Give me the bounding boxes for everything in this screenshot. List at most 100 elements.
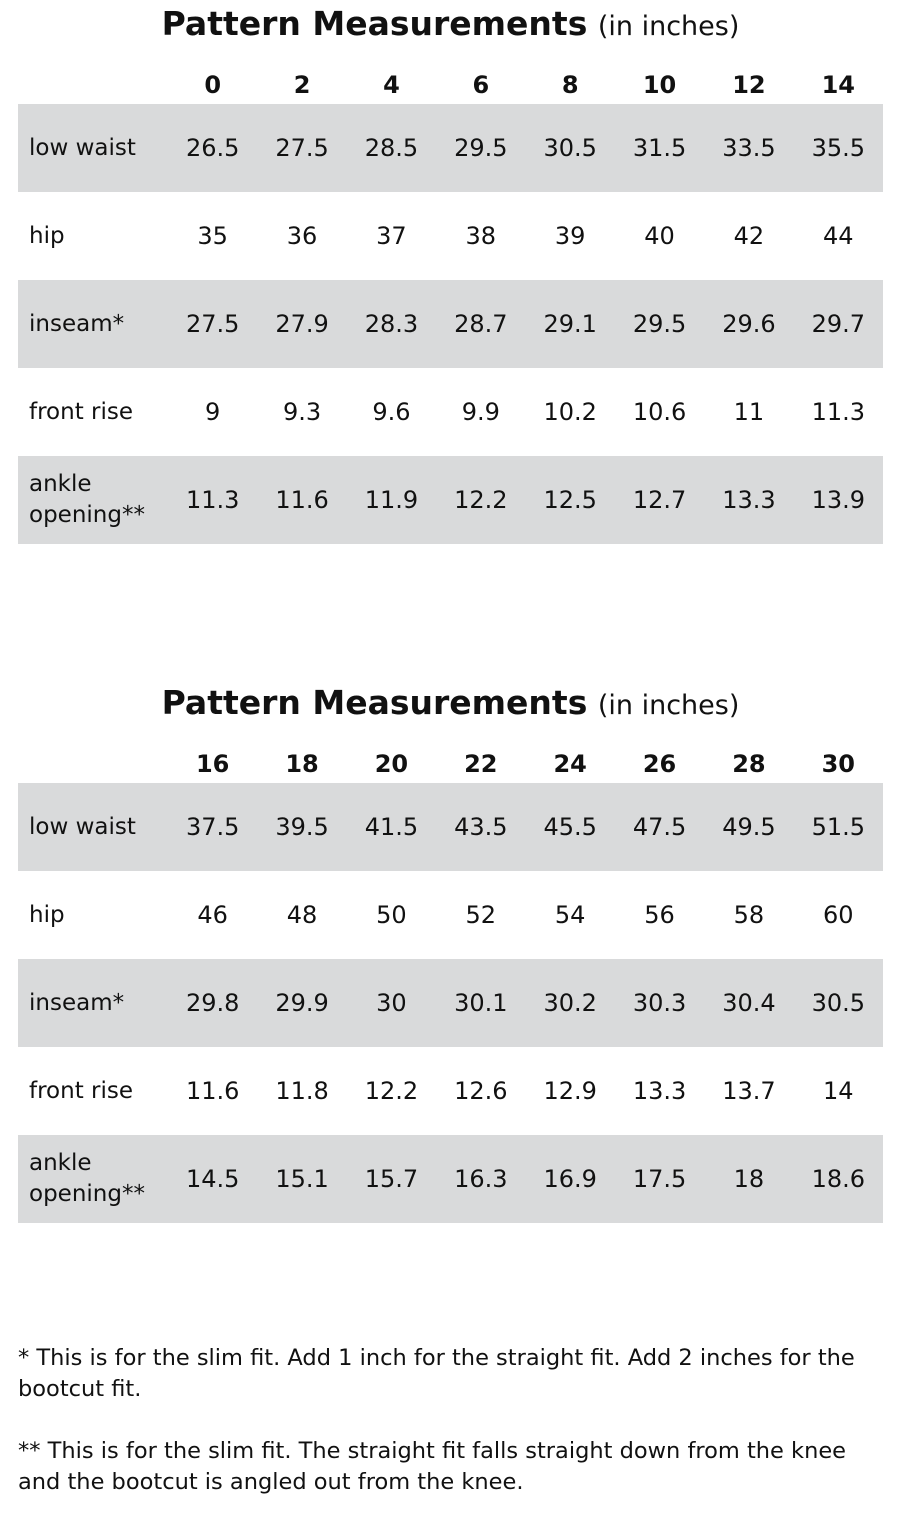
table-cell: 30.3 — [632, 989, 687, 1017]
row-label: hip — [29, 222, 65, 249]
table-cell: 10.2 — [543, 398, 597, 426]
table-cell: 9.3 — [282, 398, 322, 426]
table-title-unit: (in inches) — [597, 690, 740, 721]
size-header: 26 — [642, 750, 677, 778]
table-cell: 11.6 — [275, 486, 329, 514]
table-cell: 26.5 — [185, 134, 240, 162]
table-row-low-waist: low waist 26.5 27.5 28.5 29.5 30.5 31.5 … — [18, 104, 883, 192]
table-row-inseam: inseam* 27.5 27.9 28.3 28.7 29.1 29.5 29… — [18, 280, 883, 368]
row-label: ankle opening** — [18, 1148, 168, 1210]
size-header: 18 — [285, 750, 319, 778]
table-cell: 30 — [376, 989, 407, 1017]
row-label: inseam* — [29, 310, 125, 337]
table-cell: 12.2 — [454, 486, 508, 514]
table-cell: 29.8 — [185, 989, 240, 1017]
row-label-line: ankle — [29, 1150, 92, 1176]
table-cell: 27.9 — [275, 310, 329, 338]
table-cell: 29.9 — [275, 989, 329, 1017]
table-cell: 10.6 — [632, 398, 687, 426]
row-label: inseam* — [29, 989, 125, 1016]
size-header: 24 — [553, 750, 587, 778]
footnote-inseam: * This is for the slim fit. Add 1 inch f… — [18, 1345, 855, 1402]
table-cell: 11.8 — [275, 1077, 329, 1105]
table-row-inseam: inseam* 29.8 29.9 30 30.1 30.2 30.3 30.4… — [18, 959, 883, 1047]
row-label-line: opening** — [29, 1181, 145, 1207]
table-cell: 38 — [465, 222, 497, 250]
footnote-ankle-opening: ** This is for the slim fit. The straigh… — [18, 1438, 847, 1495]
table-cell: 44 — [823, 222, 854, 250]
row-label: ankle opening** — [18, 469, 168, 531]
measurement-rows: low waist 26.5 27.5 28.5 29.5 30.5 31.5 … — [18, 104, 883, 544]
table-cell: 29.5 — [632, 310, 687, 338]
table-cell: 29.7 — [811, 310, 866, 338]
table-cell: 17.5 — [632, 1165, 687, 1193]
table-row-ankle-opening: ankle opening** 11.3 11.6 11.9 12.2 12.5… — [18, 456, 883, 544]
table-row-front-rise: front rise 11.6 11.8 12.2 12.6 12.9 13.3… — [18, 1047, 883, 1135]
size-header-spacer — [18, 66, 168, 104]
table-cell: 9.6 — [372, 398, 411, 426]
size-header: 6 — [472, 71, 490, 99]
table-cell: 14.5 — [185, 1165, 240, 1193]
table-cell: 35.5 — [811, 134, 866, 162]
size-header: 0 — [204, 71, 222, 99]
size-header: 8 — [561, 71, 579, 99]
table-cell: 46 — [197, 901, 228, 929]
table-cell: 9.9 — [461, 398, 500, 426]
table-cell: 30.5 — [543, 134, 597, 162]
table-cell: 60 — [823, 901, 854, 929]
size-header: 4 — [383, 71, 400, 99]
table-cell: 27.5 — [275, 134, 329, 162]
table-cell: 12.7 — [632, 486, 687, 514]
measurement-rows: low waist 37.5 39.5 41.5 43.5 45.5 47.5 … — [18, 783, 883, 1223]
size-header: 22 — [464, 750, 498, 778]
table-row-front-rise: front rise 9 9.3 9.6 9.9 10.2 10.6 11 11… — [18, 368, 883, 456]
table-cell: 18 — [733, 1165, 765, 1193]
table-cell: 15.7 — [364, 1165, 419, 1193]
table-cell: 13.9 — [811, 486, 866, 514]
table-cell: 15.1 — [275, 1165, 329, 1193]
table-cell: 12.5 — [543, 486, 597, 514]
table-cell: 39 — [554, 222, 586, 250]
table-cell: 51.5 — [811, 813, 866, 841]
table-cell: 27.5 — [185, 310, 240, 338]
table-cell: 31.5 — [632, 134, 687, 162]
table-cell: 13.7 — [722, 1077, 776, 1105]
row-label-line: ankle — [29, 471, 92, 497]
table-cell: 47.5 — [632, 813, 687, 841]
row-label: low waist — [29, 813, 136, 840]
table-title-main: Pattern Measurements — [161, 4, 588, 43]
table-cell: 12.9 — [543, 1077, 597, 1105]
table-cell: 29.5 — [454, 134, 508, 162]
row-label: front rise — [29, 1077, 134, 1104]
table-title-main: Pattern Measurements — [161, 683, 588, 722]
footnotes: * This is for the slim fit. Add 1 inch f… — [18, 1343, 888, 1529]
row-label: hip — [29, 901, 65, 928]
size-header: 20 — [374, 750, 409, 778]
table-cell: 11.6 — [185, 1077, 240, 1105]
table-cell: 36 — [286, 222, 318, 250]
table-cell: 49.5 — [722, 813, 776, 841]
table-cell: 14 — [823, 1077, 854, 1105]
row-label-line: opening** — [29, 502, 145, 528]
table-cell: 11.9 — [364, 486, 419, 514]
size-header: 2 — [293, 71, 311, 99]
table-cell: 11.3 — [811, 398, 866, 426]
row-label: front rise — [29, 398, 134, 425]
table-cell: 39.5 — [275, 813, 329, 841]
size-header: 30 — [821, 750, 856, 778]
table-row-hip: hip 46 48 50 52 54 56 58 60 — [18, 871, 883, 959]
size-header-row: 0 2 4 6 8 10 12 14 — [18, 66, 883, 104]
size-header: 16 — [195, 750, 230, 778]
table-cell: 41.5 — [364, 813, 419, 841]
table-cell: 33.5 — [722, 134, 776, 162]
table-cell: 28.7 — [454, 310, 508, 338]
table-cell: 30.4 — [722, 989, 776, 1017]
table-cell: 13.3 — [632, 1077, 687, 1105]
table-row-ankle-opening: ankle opening** 14.5 15.1 15.7 16.3 16.9… — [18, 1135, 883, 1223]
table-cell: 42 — [733, 222, 765, 250]
table-row-hip: hip 35 36 37 38 39 40 42 44 — [18, 192, 883, 280]
table-cell: 40 — [644, 222, 675, 250]
table-cell: 48 — [286, 901, 318, 929]
table-title-unit: (in inches) — [597, 11, 740, 42]
